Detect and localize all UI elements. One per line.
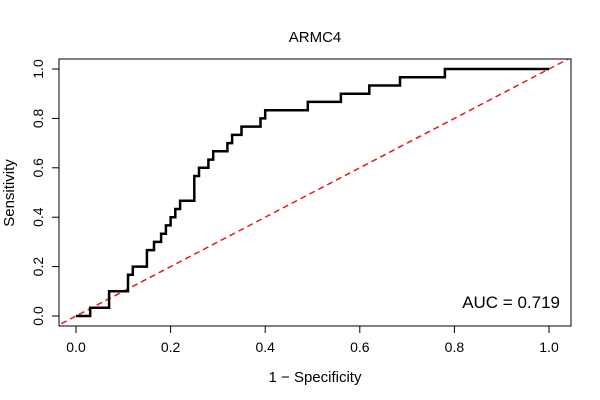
- y-axis: 0.0 0.2 0.4 0.6 0.8 1.0: [30, 59, 60, 326]
- x-axis-label: 1 − Specificity: [269, 369, 362, 386]
- reference-diagonal-line: [59, 59, 570, 326]
- chart-title: ARMC4: [289, 29, 342, 46]
- x-tick-label: 0.8: [445, 339, 465, 355]
- auc-annotation: AUC = 0.719: [462, 293, 560, 312]
- x-axis: 0.0 0.2 0.4 0.6 0.8 1.0: [66, 325, 559, 355]
- reference-layer: [59, 59, 570, 326]
- y-tick-label: 1.0: [30, 59, 46, 79]
- roc-layer: [76, 67, 549, 318]
- x-tick-label: 0.0: [66, 339, 86, 355]
- y-tick-label: 0.6: [30, 158, 46, 178]
- x-tick-label: 0.6: [350, 339, 370, 355]
- x-tick-label: 0.2: [161, 339, 181, 355]
- plot-frame: [58, 58, 572, 327]
- y-axis-label: Sensitivity: [1, 159, 18, 227]
- y-tick-label: 0.8: [30, 108, 46, 128]
- roc-curve-line: [76, 67, 549, 318]
- x-tick-label: 1.0: [539, 339, 559, 355]
- y-tick-label: 0.4: [30, 207, 46, 227]
- x-tick-label: 0.4: [255, 339, 275, 355]
- y-tick-label: 0.2: [30, 257, 46, 277]
- y-tick-label: 0.0: [30, 306, 46, 326]
